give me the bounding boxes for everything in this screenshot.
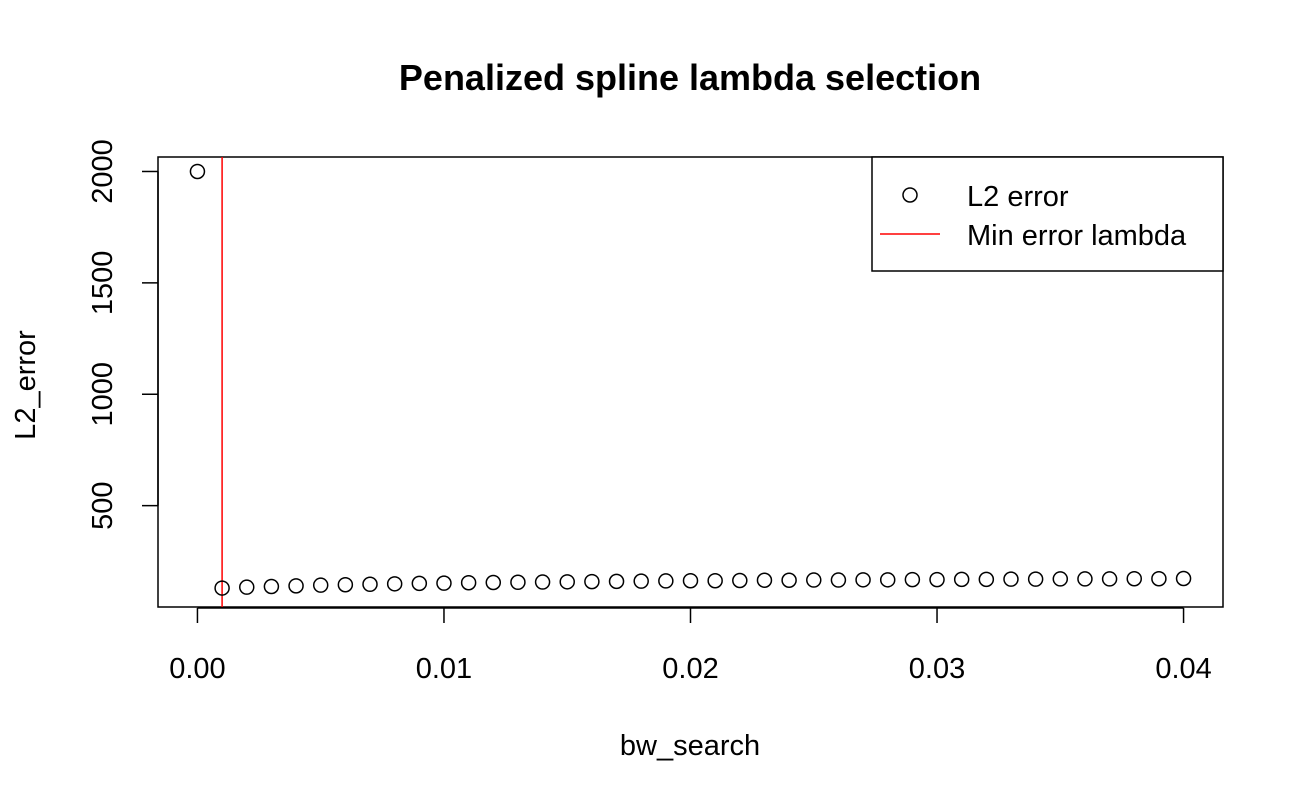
data-point	[978, 571, 995, 588]
y-tick-label: 500	[87, 481, 119, 529]
data-point	[1052, 571, 1069, 587]
x-tick-label: 0.02	[662, 653, 718, 685]
data-point	[608, 573, 625, 590]
legend-label-l2-error: L2 error	[967, 181, 1069, 213]
data-point	[707, 572, 723, 589]
data-point	[510, 574, 526, 591]
data-point	[263, 578, 280, 595]
data-point	[584, 573, 600, 590]
data-point	[1175, 570, 1192, 587]
data-point	[781, 572, 797, 589]
chart-title: Penalized spline lambda selection	[399, 57, 981, 98]
data-point	[806, 572, 822, 588]
data-point	[534, 574, 551, 590]
x-tick-label: 0.00	[169, 653, 225, 685]
x-axis: 0.00 0.01 0.02 0.03 0.04	[169, 607, 1212, 685]
data-point	[1003, 571, 1019, 587]
legend-marker-l2-error	[902, 187, 918, 203]
y-tick-label: 2000	[87, 139, 119, 204]
x-tick-label: 0.04	[1155, 653, 1211, 685]
x-tick-label: 0.03	[909, 653, 965, 685]
data-point	[312, 577, 329, 593]
legend: L2 error Min error lambda	[871, 156, 1224, 272]
data-point	[904, 571, 921, 588]
data-point	[1077, 571, 1093, 587]
data-point	[214, 580, 230, 596]
legend-box	[871, 156, 1224, 272]
data-point	[386, 576, 403, 592]
data-point	[1027, 571, 1044, 587]
y-tick-label: 1000	[87, 362, 119, 427]
data-point	[658, 573, 674, 589]
y-tick-label: 1500	[87, 251, 119, 316]
x-tick-label: 0.01	[416, 653, 472, 685]
data-point	[559, 574, 575, 590]
x-axis-label: bw_search	[620, 730, 760, 762]
data-point	[1101, 571, 1118, 587]
data-point	[682, 572, 699, 589]
data-point	[732, 572, 748, 589]
data-point	[337, 576, 354, 593]
plot-marks	[189, 157, 1192, 607]
data-point	[855, 572, 871, 588]
data-point	[1126, 570, 1142, 587]
data-point	[239, 579, 255, 595]
data-point	[879, 572, 896, 588]
data-point	[485, 574, 502, 591]
data-point	[830, 572, 847, 588]
data-point	[460, 574, 477, 591]
data-point	[633, 573, 649, 589]
data-point	[288, 578, 304, 594]
data-point	[189, 163, 206, 180]
data-point	[756, 572, 773, 589]
data-point	[411, 575, 428, 592]
y-axis-label: L2_error	[10, 330, 42, 440]
legend-label-min-error-lambda: Min error lambda	[967, 220, 1187, 252]
data-point	[929, 571, 945, 588]
data-point	[436, 575, 452, 591]
y-axis: 500 1000 1500 2000	[87, 139, 159, 530]
data-point	[953, 571, 970, 588]
data-point	[362, 576, 378, 593]
data-point	[1151, 570, 1167, 587]
